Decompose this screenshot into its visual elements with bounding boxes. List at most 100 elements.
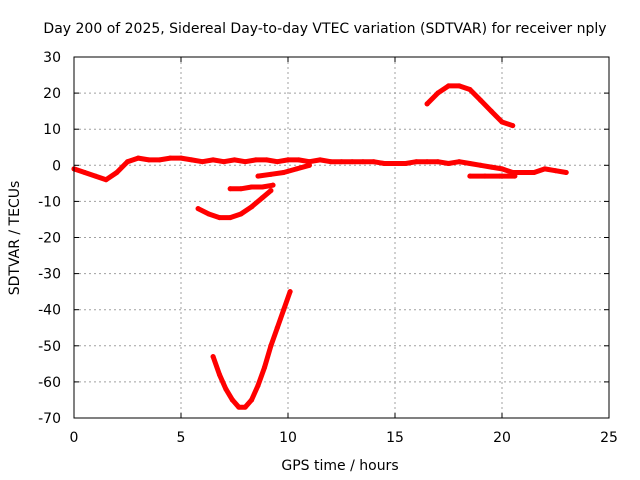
data-point xyxy=(317,157,323,163)
data-point xyxy=(146,157,152,163)
y-tick-label: -70 xyxy=(38,411,61,427)
data-point xyxy=(229,397,235,403)
data-point xyxy=(281,170,287,176)
data-point xyxy=(349,159,355,165)
data-point xyxy=(287,289,293,295)
data-point xyxy=(392,160,398,166)
y-tick-label: -10 xyxy=(38,194,61,210)
data-point xyxy=(499,166,505,172)
y-tick-label: -30 xyxy=(38,267,61,283)
y-axis-label: SDTVAR / TECUs xyxy=(7,181,23,296)
data-point xyxy=(82,170,88,176)
data-point xyxy=(242,404,248,410)
data-point xyxy=(446,160,451,166)
data-point xyxy=(189,157,195,163)
data-point xyxy=(371,159,377,165)
y-tick-label: -50 xyxy=(38,339,61,355)
data-point xyxy=(339,159,344,165)
x-tick-label: 20 xyxy=(493,430,511,446)
data-point xyxy=(488,108,494,114)
data-point xyxy=(264,157,270,163)
data-point xyxy=(249,184,255,190)
data-point xyxy=(249,397,255,403)
x-tick-label: 15 xyxy=(386,430,404,446)
data-point xyxy=(221,159,227,165)
data-point xyxy=(249,204,255,210)
data-point xyxy=(167,155,173,161)
y-tick-label: 10 xyxy=(43,122,61,138)
grid xyxy=(74,57,609,418)
data-point xyxy=(210,354,216,360)
data-point xyxy=(114,170,120,176)
data-point xyxy=(178,155,184,161)
y-tick-label: -60 xyxy=(38,375,61,391)
data-point xyxy=(157,157,163,163)
data-point xyxy=(259,195,265,201)
data-point xyxy=(328,159,334,165)
data-point xyxy=(424,101,430,107)
data-point xyxy=(512,173,518,179)
data-point xyxy=(497,173,503,179)
data-point xyxy=(261,364,267,370)
data-point xyxy=(467,173,473,179)
x-tick-label: 5 xyxy=(177,430,186,446)
y-tick-label: 20 xyxy=(43,86,61,102)
data-point xyxy=(92,173,98,179)
data-point xyxy=(285,157,291,163)
data-point xyxy=(456,159,462,165)
x-tick-label: 0 xyxy=(70,430,79,446)
data-point xyxy=(238,211,244,217)
y-tick-label: -20 xyxy=(38,231,61,247)
data-point xyxy=(424,159,430,165)
data-point xyxy=(223,386,229,392)
y-tick-label: 30 xyxy=(43,50,61,66)
data-point xyxy=(268,188,274,194)
data-point xyxy=(255,383,261,389)
data-point xyxy=(232,157,237,163)
data-point xyxy=(270,182,276,188)
data-point xyxy=(467,160,473,166)
data-point xyxy=(499,119,505,125)
x-axis-label: GPS time / hours xyxy=(281,458,398,474)
data-point xyxy=(296,157,302,163)
data-point xyxy=(195,206,201,212)
data-point xyxy=(281,307,287,313)
data-point xyxy=(274,325,280,331)
data-point xyxy=(242,159,248,165)
data-point xyxy=(238,186,244,192)
data-point xyxy=(306,159,312,165)
data-point xyxy=(206,211,212,217)
data-point xyxy=(478,97,484,103)
data-point xyxy=(435,90,441,96)
data-point xyxy=(381,160,387,166)
data-point xyxy=(217,372,223,378)
data-point xyxy=(227,215,233,221)
data-point xyxy=(488,164,494,170)
data-point xyxy=(274,159,280,165)
data-point xyxy=(259,184,265,190)
data-point xyxy=(199,159,205,165)
data-point xyxy=(268,343,274,349)
data-point xyxy=(255,173,261,179)
data-point xyxy=(294,166,300,172)
data-point xyxy=(403,160,409,166)
data-point xyxy=(553,168,558,174)
data-series xyxy=(71,83,569,410)
data-point xyxy=(478,162,484,168)
data-point xyxy=(531,170,537,176)
y-tick-label: 0 xyxy=(52,158,61,174)
data-point xyxy=(446,83,451,89)
data-point xyxy=(467,86,473,92)
data-point xyxy=(306,162,312,168)
data-point xyxy=(435,159,441,165)
data-point xyxy=(253,157,259,163)
data-point xyxy=(217,215,223,221)
chart-title: Day 200 of 2025, Sidereal Day-to-day VTE… xyxy=(43,21,606,37)
data-point xyxy=(413,159,419,165)
data-point xyxy=(482,173,488,179)
data-point xyxy=(563,170,569,176)
data-point xyxy=(236,404,242,410)
data-point xyxy=(510,123,516,129)
data-point xyxy=(360,159,366,165)
